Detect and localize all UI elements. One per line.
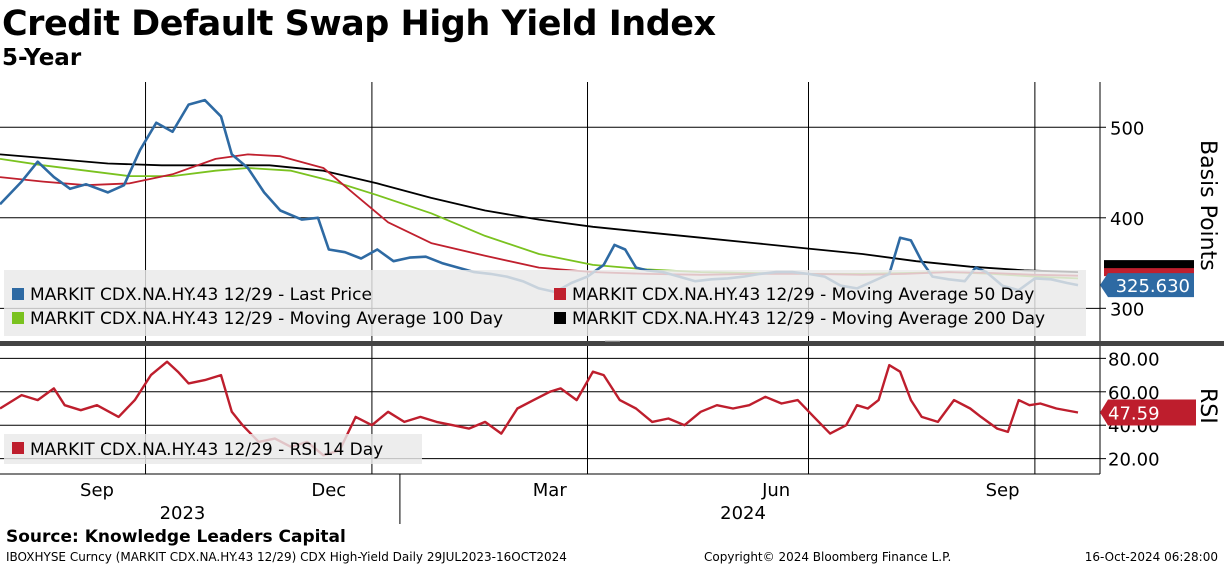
x-tick-label: Sep xyxy=(986,480,1020,501)
last-price-value: 325.630 xyxy=(1116,276,1190,297)
rsi-current-value: 47.59 xyxy=(1108,404,1160,425)
rsi-value-badge xyxy=(1100,399,1196,426)
chart-canvas: MARKIT CDX.NA.HY.43 12/29 - Last Price MA… xyxy=(0,81,1224,524)
legend-label: MARKIT CDX.NA.HY.43 12/29 - Last Price xyxy=(30,285,372,305)
rsi-legend: MARKIT CDX.NA.HY.43 12/29 - RSI 14 Day xyxy=(4,434,422,464)
main-legend: MARKIT CDX.NA.HY.43 12/29 - Last Price MA… xyxy=(4,270,1086,336)
copyright-note: Copyright© 2024 Bloomberg Finance L.P. xyxy=(704,550,952,564)
legend-swatch xyxy=(12,288,24,300)
panel-separator xyxy=(0,341,1224,346)
legend-label: MARKIT CDX.NA.HY.43 12/29 - Moving Avera… xyxy=(572,285,1034,305)
rsi-legend-label: MARKIT CDX.NA.HY.43 12/29 - RSI 14 Day xyxy=(30,440,383,460)
legend-swatch xyxy=(554,312,566,324)
legend-swatch xyxy=(12,312,24,324)
rsi-ylabel: RSI xyxy=(1195,388,1220,424)
x-year-label: 2024 xyxy=(720,503,766,524)
rsi-ytick-label: 60.00 xyxy=(1108,383,1160,404)
legend-swatch xyxy=(554,288,566,300)
x-year-label: 2023 xyxy=(160,503,206,524)
rsi-ytick-label: 20.00 xyxy=(1108,450,1160,471)
chart-title: Credit Default Swap High Yield Index xyxy=(2,4,716,44)
last-price-line xyxy=(0,98,1079,294)
rsi-ytick-label: 80.00 xyxy=(1108,349,1160,370)
legend-label: MARKIT CDX.NA.HY.43 12/29 - Moving Avera… xyxy=(572,309,1045,329)
rsi-panel-series xyxy=(0,360,1079,457)
x-tick-label: Dec xyxy=(311,480,346,501)
main-ytick-label: 300 xyxy=(1110,299,1144,320)
chart-subtitle: 5-Year xyxy=(2,45,82,71)
ma50-value-badge xyxy=(1104,268,1194,277)
timestamp: 16-Oct-2024 06:28:00 xyxy=(1084,550,1218,564)
last-price-badge xyxy=(1100,273,1194,298)
main-ytick-label: 400 xyxy=(1110,209,1144,230)
ma200-line xyxy=(0,153,1079,273)
ticker-info: IBOXHYSE Curncy (MARKIT CDX.NA.HY.43 12/… xyxy=(6,550,567,564)
main-panel-series xyxy=(0,98,1079,294)
ma50-line xyxy=(0,153,1079,277)
legend-box xyxy=(4,270,1086,336)
rsi-legend-box xyxy=(4,434,422,464)
x-tick-label: Mar xyxy=(533,480,568,501)
main-ylabel: Basis Points xyxy=(1195,140,1220,271)
x-tick-label: Sep xyxy=(80,480,114,501)
rsi-line xyxy=(0,360,1079,457)
main-ytick-label: 500 xyxy=(1110,118,1144,139)
x-tick-label: Jun xyxy=(761,480,790,501)
rsi-legend-swatch xyxy=(12,442,24,454)
source-note: Source: Knowledge Leaders Capital xyxy=(6,527,346,547)
legend-label: MARKIT CDX.NA.HY.43 12/29 - Moving Avera… xyxy=(30,309,503,329)
